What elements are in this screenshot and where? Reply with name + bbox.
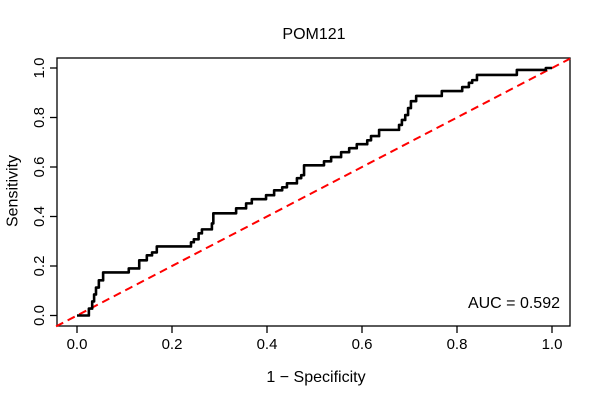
y-axis-label: Sensitivity <box>4 154 22 228</box>
y-tick-label: 0.0 <box>31 305 48 326</box>
y-tick-label: 0.2 <box>31 256 48 277</box>
x-tick-label: 0.0 <box>67 336 88 353</box>
roc-curve-line <box>77 66 552 317</box>
x-tick-label: 0.4 <box>257 336 278 353</box>
y-tick-label: 0.4 <box>31 206 48 227</box>
plot-title: POM121 <box>282 26 346 43</box>
x-axis-label: 1 − Specificity <box>266 369 366 386</box>
y-tick-label: 1.0 <box>31 58 48 79</box>
y-tick-label: 0.6 <box>31 157 48 178</box>
x-tick-label: 0.6 <box>352 336 373 353</box>
reference-diagonal-line <box>55 57 571 328</box>
auc-annotation: AUC = 0.592 <box>467 295 560 312</box>
y-tick-label: 0.8 <box>31 107 48 128</box>
plot-box <box>56 57 571 327</box>
x-tick-label: 0.2 <box>162 336 183 353</box>
x-tick-label: 1.0 <box>542 336 563 353</box>
x-tick-label: 0.8 <box>447 336 468 353</box>
